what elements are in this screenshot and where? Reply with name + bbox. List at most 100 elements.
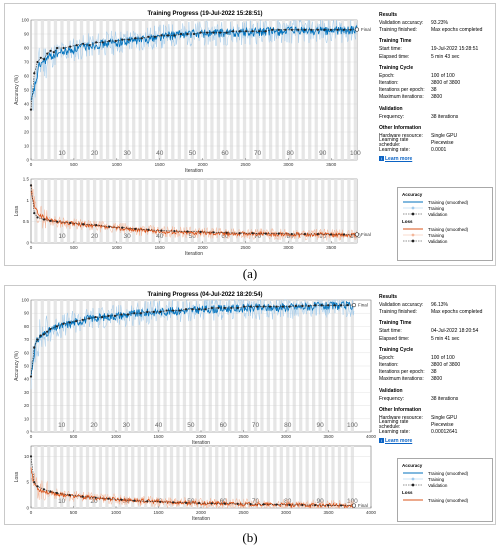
validation-point: [134, 37, 137, 40]
validation-point: [33, 212, 36, 215]
epoch-band: [318, 446, 322, 508]
x-tick-label: 2000: [198, 162, 209, 167]
epoch-band: [40, 179, 45, 243]
legend-a: Accuracy Training (smoothed) Training Valid…: [397, 187, 493, 261]
y-tick-label: 80: [24, 46, 30, 51]
cycle-row: Maximum iterations: 3800: [379, 94, 491, 101]
legend-item: Training: [402, 476, 488, 482]
x-tick-label: 3000: [281, 434, 292, 439]
validation-point: [323, 28, 326, 31]
info-value: 5 min 43 sec: [431, 53, 460, 60]
epoch-band: [92, 446, 96, 508]
info-value: 04-Jul-2022 18:20:54: [431, 328, 479, 335]
validation-point: [218, 31, 222, 34]
caption-a: (a): [242, 266, 258, 281]
validation-point: [184, 501, 188, 504]
epoch-label: 60: [220, 422, 228, 429]
validation-point: [33, 72, 36, 75]
epoch-band: [34, 446, 38, 508]
epoch-band: [334, 179, 338, 243]
info-icon: i: [379, 438, 384, 444]
time-row: Start time: 19-Jul-2022 15:28:51: [379, 46, 491, 53]
validation-point: [199, 31, 202, 34]
epoch-band: [197, 179, 201, 243]
learn-more-link[interactable]: Learn more: [385, 156, 413, 163]
info-key: Elapsed time:: [379, 335, 410, 342]
validation-point: [186, 230, 189, 233]
validation-point: [49, 327, 52, 331]
validation-point: [39, 334, 42, 337]
info-key: Epoch:: [379, 354, 395, 361]
epoch-band: [177, 179, 181, 243]
epoch-band: [47, 446, 51, 508]
validation-point: [199, 230, 202, 234]
validation-point: [134, 227, 137, 231]
epoch-label: 30: [124, 150, 132, 157]
validation-point: [114, 39, 117, 43]
validation-point: [179, 32, 183, 36]
epoch-band: [305, 446, 309, 508]
legend-label: Validation: [428, 211, 448, 217]
training-smoothed-line: [30, 300, 355, 378]
epoch-band: [340, 179, 344, 243]
legend-group-header: Accuracy: [402, 192, 423, 197]
info-value: 100 of 100: [431, 354, 455, 361]
validation-point: [94, 316, 97, 319]
epoch-band: [344, 446, 348, 508]
x-tick-label: 4000: [366, 510, 377, 515]
validation-point: [275, 503, 278, 506]
learn-more-link[interactable]: Learn more: [385, 438, 413, 445]
validation-point: [42, 333, 46, 336]
info-value: Single GPU: [431, 414, 458, 421]
legend-label: Training: [428, 232, 445, 238]
x-axis-label: Iteration: [192, 516, 210, 522]
y-tick-label: 40: [24, 377, 30, 382]
x-tick-label: 1500: [153, 510, 164, 515]
epoch-band: [314, 179, 318, 243]
validation-point: [197, 308, 201, 311]
epoch-label: 10: [58, 150, 66, 157]
validation-point: [101, 41, 104, 44]
other-row: Hardware resource: Single GPU: [379, 133, 491, 140]
validation-point: [75, 320, 78, 323]
validation-point: [152, 310, 155, 313]
validation-point: [249, 305, 252, 308]
x-tick-label: 1500: [155, 245, 166, 250]
results-row: Training finished: Max epochs completed: [379, 309, 491, 316]
info-value: Piecewise: [431, 139, 454, 146]
legend-item: Training (smoothed): [402, 226, 488, 232]
epoch-band: [34, 179, 38, 243]
x-axis-label: Iteration: [185, 251, 203, 257]
info-value: 3800: [431, 376, 443, 383]
final-label: Final: [361, 232, 371, 237]
epoch-label: 10: [58, 233, 66, 240]
validation-point: [108, 225, 111, 228]
validation-point: [36, 60, 39, 64]
legend-swatch: [403, 239, 423, 243]
epoch-label: 20: [91, 233, 99, 240]
results-row: Training finished: Max epochs completed: [379, 27, 491, 34]
epoch-label: 60: [221, 233, 229, 240]
legend-swatch-wrap: [402, 238, 424, 244]
y-tick-label: 100: [21, 18, 29, 23]
legend-swatch-wrap: [402, 482, 424, 488]
validation-point: [284, 28, 287, 31]
x-tick-label: 1000: [111, 434, 122, 439]
legend-label: Validation: [428, 482, 448, 488]
validation-point: [173, 34, 176, 37]
validation-point: [225, 31, 228, 34]
y-tick-label: 10: [24, 454, 30, 459]
legend-marker: [411, 483, 415, 487]
epoch-band: [268, 179, 273, 243]
epoch-band: [99, 179, 103, 243]
cycle-row: Iteration: 3800 of 3800: [379, 362, 491, 369]
validation-point: [290, 28, 293, 31]
epoch-band: [137, 446, 141, 508]
y-tick-label: 5: [26, 480, 29, 485]
validation-point: [120, 498, 123, 501]
legend-item: Training (smoothed): [402, 497, 488, 503]
training-plots-a: Training Progress (19-Jul-2022 15:28:51)…: [14, 11, 371, 257]
time-row: Elapsed time: 5 min 41 sec: [379, 336, 491, 343]
